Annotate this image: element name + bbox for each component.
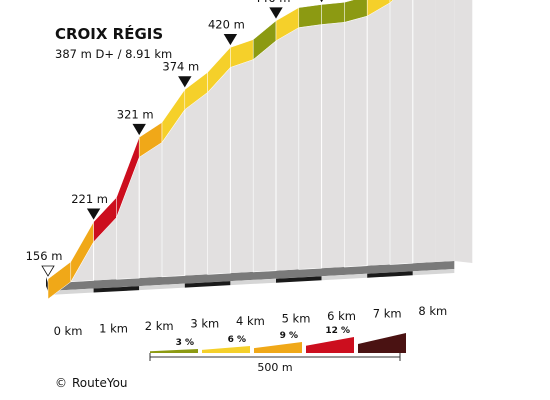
distance-tick-label: 8 km [418, 304, 447, 318]
profile-wall-segment [93, 217, 117, 281]
elevation-markers [41, 0, 323, 277]
legend-swatch [254, 342, 302, 353]
gradient-segment [321, 2, 345, 25]
elevation-marker [41, 265, 55, 277]
distance-axis: 0 km 1 km 2 km 3 km 4 km 5 km 6 km 7 km 8 km [54, 304, 448, 338]
elevation-marker [86, 208, 101, 220]
copyright-symbol: © [55, 376, 67, 390]
gradient-segment [298, 4, 322, 28]
scale-label: 500 m [257, 361, 292, 374]
distance-tick-label: 2 km [145, 319, 174, 333]
distance-tick-label: 0 km [54, 324, 83, 338]
legend-swatch [202, 346, 250, 353]
elevation-marker [223, 34, 238, 46]
elevation-label: 420 m [208, 17, 245, 31]
base-km-block [93, 286, 140, 293]
profile-wall-segment [207, 66, 231, 275]
profile-wall-segment [184, 92, 208, 276]
distance-tick-label: 4 km [236, 314, 265, 328]
elevation-marker [269, 7, 283, 19]
profile-wall-segment [367, 2, 390, 266]
elevation-label: 221 m [71, 192, 108, 206]
gradient-segment [344, 0, 368, 23]
distance-tick-label: 5 km [282, 312, 311, 326]
distance-tick-label: 3 km [190, 317, 219, 331]
distance-tick-label: 6 km [327, 309, 356, 323]
distance-tick-label: 1 km [99, 322, 128, 336]
gradient-segment [366, 0, 391, 17]
legend-swatch [150, 349, 198, 353]
legend-label: 3 % [176, 338, 194, 348]
profile-wall-segment [230, 59, 254, 274]
profile-surface [47, 0, 394, 300]
legend-label: 6 % [228, 335, 246, 345]
chart-subtitle: 387 m D+ / 8.91 km [55, 47, 172, 61]
gradient-segment [389, 0, 394, 4]
elevation-label: 374 m [162, 60, 199, 74]
base-km-block [139, 283, 185, 291]
base-top [48, 261, 455, 291]
profile-walls [48, 0, 473, 299]
legend-label: 9 % [280, 331, 298, 341]
base-km-block [276, 276, 322, 283]
scale-bar: 500 m [149, 353, 401, 374]
profile-wall-segment [252, 40, 277, 273]
profile-wall-segment [435, 0, 455, 262]
base-km-block [367, 271, 413, 278]
elevation-marker [320, 0, 323, 3]
elevation-label: 156 m [26, 249, 63, 263]
profile-base [46, 261, 455, 295]
gradient-legend: 3 % 6 % 9 % 12 % [150, 326, 406, 353]
elevation-label: 446 m [254, 0, 291, 5]
base-left-end [46, 277, 48, 291]
elevation-label: 321 m [117, 107, 154, 121]
legend-swatch [306, 337, 354, 353]
legend-swatch [358, 333, 406, 353]
profile-wall-segment [389, 0, 414, 265]
distance-tick-label: 7 km [373, 307, 402, 321]
base-km-block [321, 273, 368, 281]
profile-wall-segment [321, 22, 345, 269]
base-km-block [230, 278, 276, 286]
copyright-text: RouteYou [72, 376, 128, 390]
profile-wall-segment [412, 0, 436, 264]
profile-wall-segment [276, 27, 299, 271]
chart-title: CROIX RÉGIS [55, 24, 163, 43]
profile-end-face [454, 0, 473, 263]
elevation-marker [178, 76, 192, 88]
base-km-block [412, 269, 455, 276]
base-km-block [48, 288, 94, 295]
profile-wall-segment [298, 24, 322, 270]
profile-wall-segment [139, 142, 162, 279]
legend-label: 12 % [325, 326, 350, 336]
base-km-block [184, 281, 231, 288]
profile-wall-segment [344, 15, 368, 268]
elevation-marker [132, 123, 146, 136]
